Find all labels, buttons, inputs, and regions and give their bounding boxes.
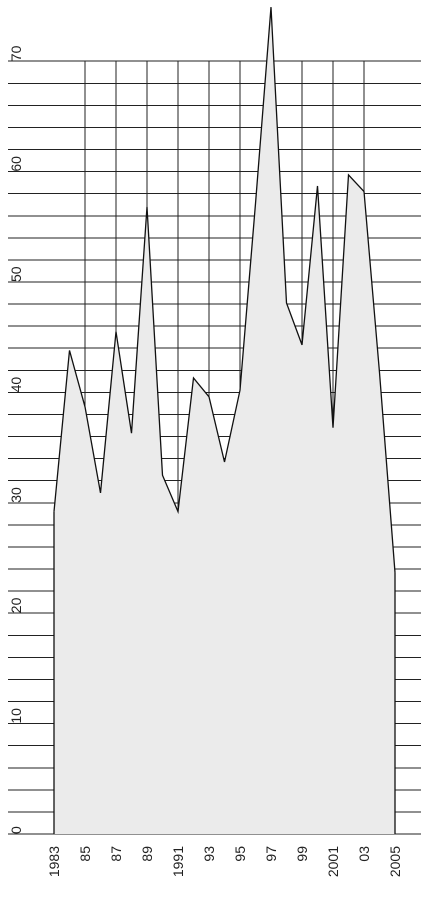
x-tick-label: 93 [201, 846, 217, 862]
y-tick-label: 0 [8, 826, 24, 834]
x-tick-label: 85 [77, 846, 93, 862]
series-line [53, 7, 396, 573]
x-tick-label: 2001 [325, 846, 341, 877]
x-tick-label: 95 [232, 846, 248, 862]
x-tick-label: 99 [294, 846, 310, 862]
y-tick-label: 50 [8, 266, 24, 282]
y-tick-label: 40 [8, 377, 24, 393]
x-tick-label: 1991 [170, 846, 186, 877]
y-tick-label: 60 [8, 156, 24, 172]
x-tick-label: 2005 [387, 846, 403, 877]
x-tick-label: 87 [108, 846, 124, 862]
x-tick-label: 03 [356, 846, 372, 862]
y-tick-label: 70 [8, 45, 24, 61]
y-tick-label: 10 [8, 708, 24, 724]
y-tick-label: 30 [8, 487, 24, 503]
x-tick-label: 89 [139, 846, 155, 862]
tick-labels: 0 10 20 30 40 50 60 70 1983 85 87 89 1991 93 95 97 99 200… [8, 45, 403, 877]
series-area [54, 7, 395, 835]
x-tick-label: 1983 [46, 846, 62, 877]
y-tick-label: 20 [8, 597, 24, 613]
x-tick-label: 97 [263, 846, 279, 862]
